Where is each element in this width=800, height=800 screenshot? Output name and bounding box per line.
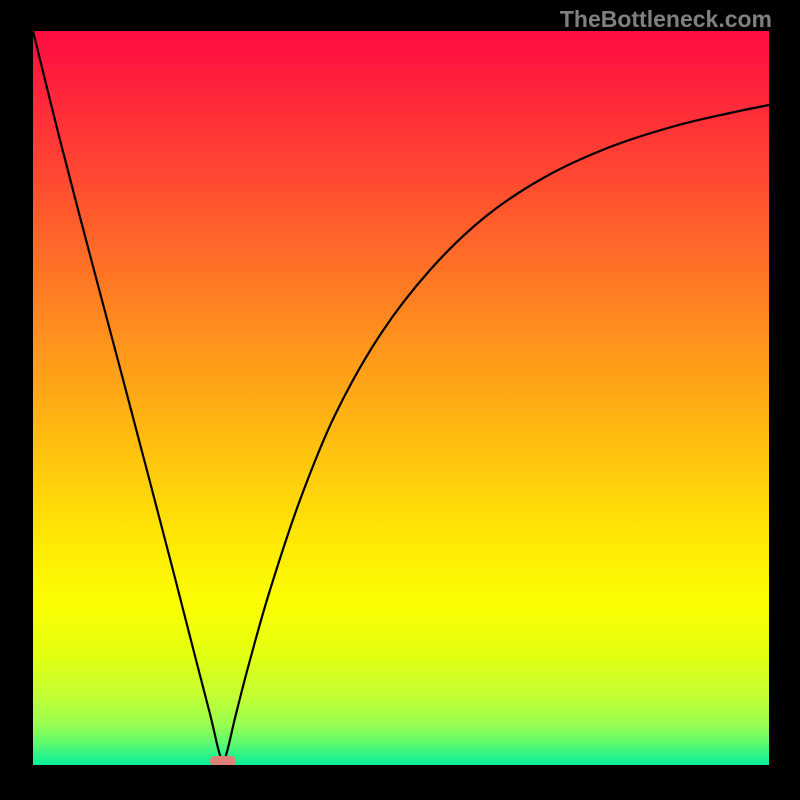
optimum-marker [210,756,236,766]
plot-background [33,31,769,765]
watermark-text: TheBottleneck.com [560,6,772,33]
bottleneck-chart [0,0,800,800]
